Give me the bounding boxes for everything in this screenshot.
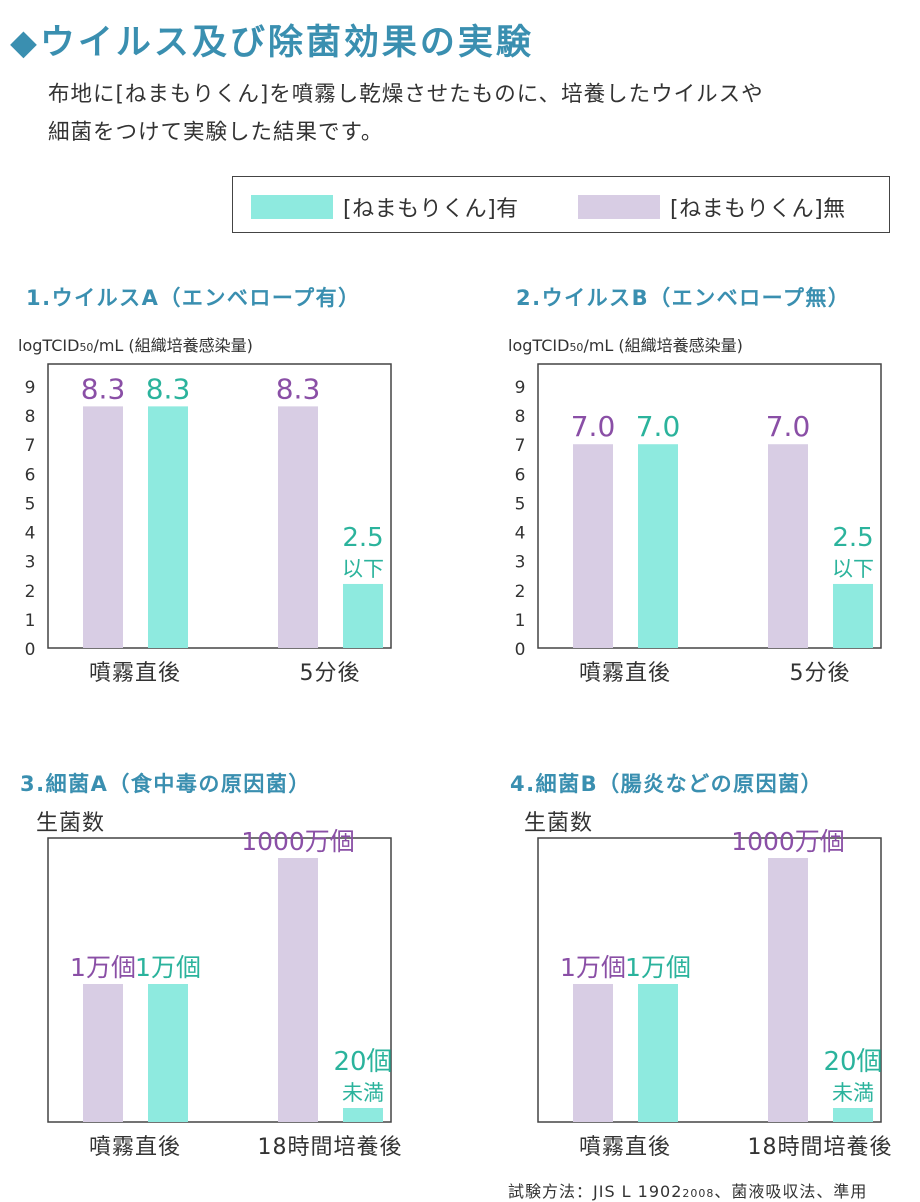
chart-2-xtick-2: 5分後 (790, 661, 851, 686)
chart-2-sublabel-with-2: 以下 (832, 557, 874, 581)
chart-3-label-with-1: 1万個 (135, 953, 201, 982)
chart-2-bar-without-2 (768, 444, 808, 648)
chart-1-ytick-2: 2 (25, 582, 36, 602)
chart-1-label-without-1: 8.3 (81, 372, 126, 405)
chart-1-label-with-1: 8.3 (146, 372, 191, 405)
legend-label-without: [ねまもりくん]無 (670, 197, 846, 222)
legend-swatch-without (578, 195, 660, 219)
chart-3-label-without-1: 1万個 (70, 953, 136, 982)
chart-1-ytick-9: 9 (25, 378, 36, 398)
chart-2-ytick-2: 2 (515, 582, 526, 602)
chart-2-bar-with-1 (638, 444, 678, 648)
chart-1-bar-with-2 (343, 583, 383, 648)
chart-4-bar-with-2 (833, 1108, 873, 1122)
panel-2-title: 2.ウイルスB（エンベロープ無） (516, 286, 851, 310)
chart-2-ytick-7: 7 (515, 436, 526, 456)
chart-4-sublabel-with-2: 未満 (832, 1081, 874, 1105)
intro-text: 布地に[ねまもりくん]を噴霧し乾燥させたものに、培養したウイルスや 細菌をつけて… (48, 76, 908, 152)
chart-1-xtick-1: 噴霧直後 (89, 661, 181, 686)
panel-2-unit-main: logTCID (508, 336, 570, 355)
chart-2-label-without-1: 7.0 (571, 410, 616, 443)
chart-1-bar-with-1 (148, 406, 188, 648)
chart-1-xtick-2: 5分後 (300, 661, 361, 686)
chart-3-sublabel-with-2: 未満 (342, 1081, 384, 1105)
chart-1-bar-without-1 (83, 406, 123, 648)
panel-4-unit: 生菌数 (524, 811, 594, 836)
chart-3-xtick-2: 18時間培養後 (258, 1135, 403, 1160)
chart-2-xtick-1: 噴霧直後 (579, 661, 671, 686)
method-prefix: 試験方法：JIS L 1902 (508, 1182, 683, 1201)
chart-3-bar-with-1 (148, 984, 188, 1122)
panel-2-unit-sub: 50 (569, 341, 584, 354)
chart-4-label-without-1: 1万個 (560, 953, 626, 982)
chart-1-label-without-2: 8.3 (276, 372, 321, 405)
chart-2-bar-without-1 (573, 444, 613, 648)
chart-2-ytick-0: 0 (515, 640, 526, 660)
chart-2-ytick-5: 5 (515, 494, 526, 514)
chart-2-ytick-8: 8 (515, 407, 526, 427)
chart-2: 0 1 2 3 4 5 6 7 8 9 7.0 7.0 噴霧直後 7.0 2.5 以下 5分後 (515, 363, 882, 686)
chart-1-bar-without-2 (278, 406, 318, 648)
chart-1: 0 1 2 3 4 5 6 7 8 9 8.3 8.3 噴霧直後 8.3 2.5 以下 5分後 (25, 363, 392, 686)
chart-3-xtick-1: 噴霧直後 (89, 1135, 181, 1160)
chart-2-ytick-9: 9 (515, 378, 526, 398)
method-suffix: 、菌液吸収法、準用 (714, 1182, 868, 1201)
chart-1-ytick-6: 6 (25, 465, 36, 485)
intro-line-1: 布地に[ねまもりくん]を噴霧し乾燥させたものに、培養したウイルスや (48, 82, 764, 107)
intro-line-2: 細菌をつけて実験した結果です。 (48, 120, 384, 145)
chart-2-label-with-2: 2.5 (832, 523, 873, 553)
chart-1-ytick-7: 7 (25, 436, 36, 456)
legend-label-with: [ねまもりくん]有 (343, 197, 519, 222)
chart-1-ytick-5: 5 (25, 494, 36, 514)
chart-1-sublabel-with-2: 以下 (342, 557, 384, 581)
chart-4-xtick-1: 噴霧直後 (579, 1135, 671, 1160)
chart-1-label-with-2: 2.5 (342, 523, 383, 553)
chart-1-frame (47, 363, 392, 649)
chart-4-label-with-1: 1万個 (625, 953, 691, 982)
chart-1-ytick-8: 8 (25, 407, 36, 427)
panel-1-title: 1.ウイルスA（エンベロープ有） (26, 286, 361, 310)
panel-1-unit-main: logTCID (18, 336, 80, 355)
panel-2-unit-rest: /mL (組織培養感染量) (583, 336, 743, 355)
chart-2-frame (537, 363, 882, 649)
page-title: ◆ウイルス及び除菌効果の実験 (10, 23, 534, 63)
chart-4-bar-with-1 (638, 984, 678, 1122)
chart-1-ytick-4: 4 (25, 524, 36, 544)
panel-3-title: 3.細菌A（食中毒の原因菌） (20, 772, 311, 796)
test-method-note: 試験方法：JIS L 19022008、菌液吸収法、準用 (508, 1178, 867, 1202)
chart-3-label-without-2: 1000万個 (241, 827, 355, 856)
chart-1-ytick-3: 3 (25, 553, 36, 573)
legend-swatch-with (251, 195, 333, 219)
method-year: 2008 (682, 1187, 715, 1200)
chart-4-label-with-2: 20個 (823, 1047, 882, 1077)
panel-1-unit: logTCID50/mL (組織培養感染量) (18, 332, 253, 356)
chart-3-bar-with-2 (343, 1108, 383, 1122)
panel-2-unit: logTCID50/mL (組織培養感染量) (508, 332, 743, 356)
chart-2-ytick-4: 4 (515, 524, 526, 544)
chart-2-ytick-6: 6 (515, 465, 526, 485)
chart-4-bar-without-1 (573, 984, 613, 1122)
chart-1-ytick-1: 1 (25, 611, 36, 631)
chart-2-ytick-1: 1 (515, 611, 526, 631)
chart-3-label-with-2: 20個 (333, 1047, 392, 1077)
chart-2-label-with-1: 7.0 (636, 410, 681, 443)
legend: [ねまもりくん]有 [ねまもりくん]無 (232, 176, 890, 233)
chart-1-ytick-0: 0 (25, 640, 36, 660)
chart-4-frame (537, 837, 882, 1123)
chart-3-bar-without-1 (83, 984, 123, 1122)
chart-4-bar-without-2 (768, 858, 808, 1122)
chart-3-bar-without-2 (278, 858, 318, 1122)
chart-3-frame (47, 837, 392, 1123)
chart-4-xtick-2: 18時間培養後 (748, 1135, 893, 1160)
chart-2-label-without-2: 7.0 (766, 410, 811, 443)
panel-3-unit: 生菌数 (36, 811, 106, 836)
chart-4-label-without-2: 1000万個 (731, 827, 845, 856)
panel-4-title: 4.細菌B（腸炎などの原因菌） (510, 772, 824, 796)
chart-2-bar-with-2 (833, 583, 873, 648)
chart-2-ytick-3: 3 (515, 553, 526, 573)
panel-1-unit-sub: 50 (79, 341, 94, 354)
panel-1-unit-rest: /mL (組織培養感染量) (93, 336, 253, 355)
